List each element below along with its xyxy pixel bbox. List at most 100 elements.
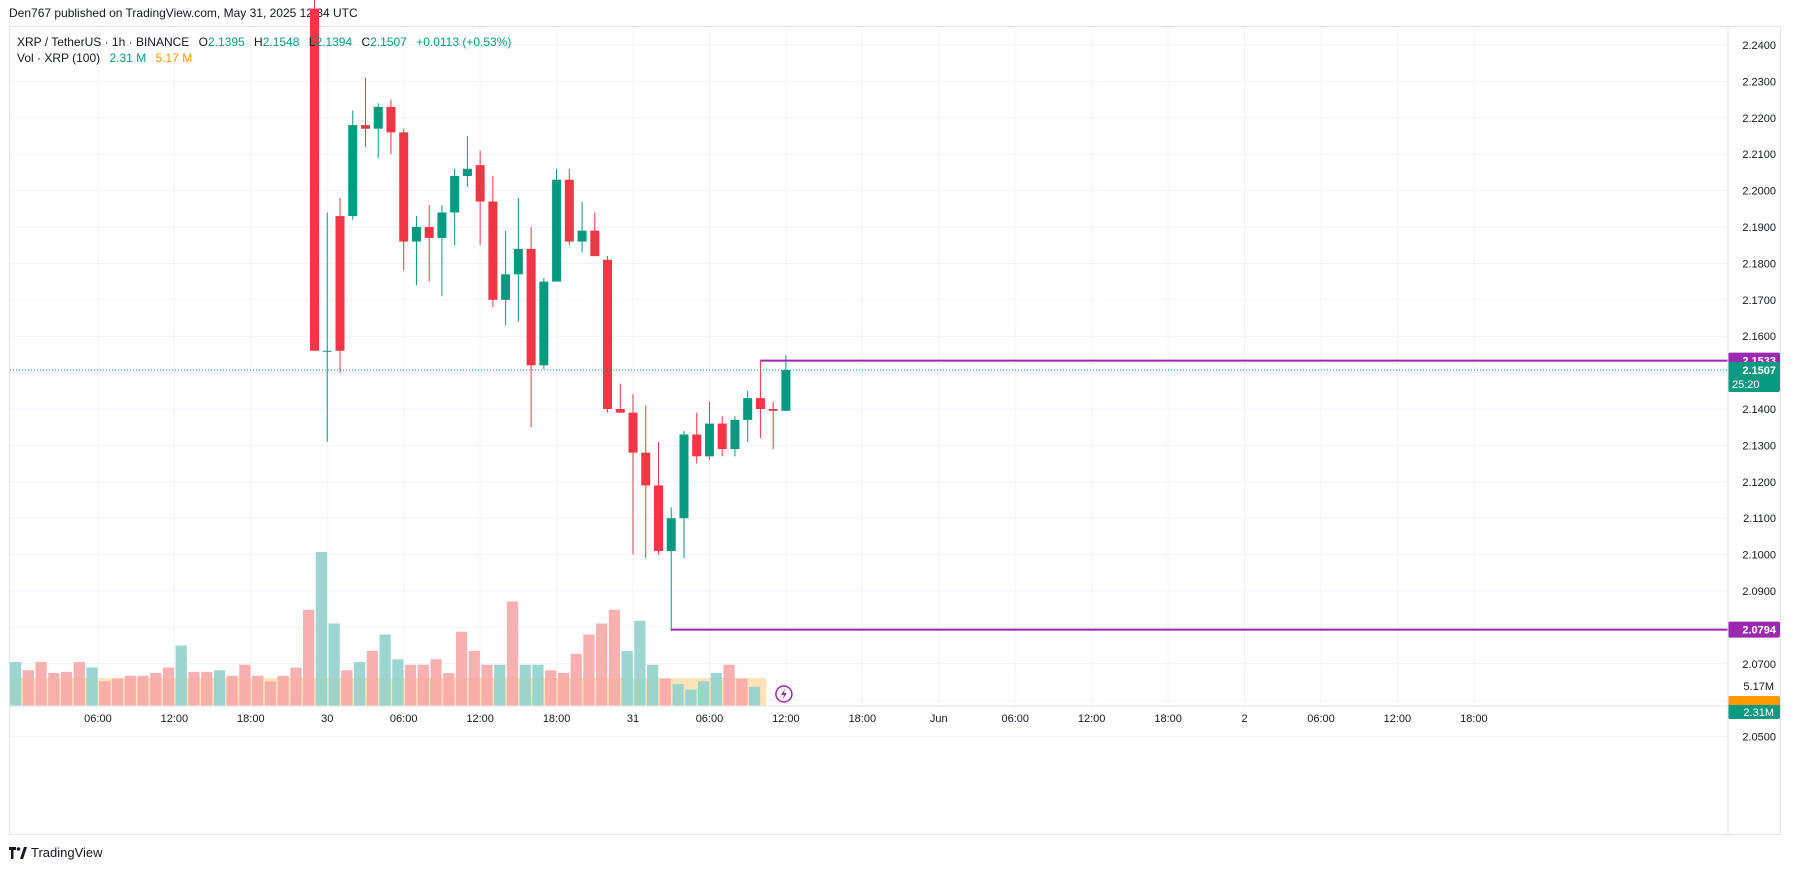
- volume-bar: [124, 675, 136, 706]
- x-tick-label: Jun: [930, 713, 948, 725]
- last-price-label: 2.1507: [1742, 365, 1776, 377]
- candle-body[interactable]: [322, 350, 332, 352]
- volume-label[interactable]: Vol · XRP (100): [17, 51, 101, 65]
- candle-body[interactable]: [437, 212, 447, 238]
- candle-body[interactable]: [411, 227, 421, 242]
- candle-body[interactable]: [475, 165, 485, 202]
- volume-bar: [506, 601, 519, 706]
- volume-bar: [35, 662, 47, 706]
- candle-body[interactable]: [399, 132, 409, 242]
- candle-body[interactable]: [768, 409, 778, 411]
- candle-body[interactable]: [590, 230, 600, 257]
- candle-body[interactable]: [310, 8, 320, 351]
- volume-bar: [659, 678, 671, 706]
- candle-body[interactable]: [577, 230, 587, 242]
- volume-bar: [557, 673, 570, 706]
- volume-badge: [1728, 705, 1780, 719]
- candle-body[interactable]: [615, 409, 625, 413]
- x-tick-label: 18:00: [543, 713, 571, 725]
- volume-bar: [519, 664, 531, 706]
- high-label: H: [254, 35, 263, 49]
- y-tick-label: 2.2300: [1742, 76, 1776, 88]
- candle-body[interactable]: [552, 179, 562, 282]
- volume-bar: [685, 689, 697, 706]
- volume-bar: [290, 667, 302, 706]
- y-tick-label: 2.2200: [1742, 113, 1776, 125]
- candle-body[interactable]: [781, 370, 791, 411]
- candle-body[interactable]: [564, 179, 574, 242]
- candle-body[interactable]: [704, 423, 714, 457]
- volume-bar: [379, 634, 391, 706]
- x-tick-label: 06:00: [390, 713, 418, 725]
- candle-body[interactable]: [373, 106, 383, 129]
- level-price-label: 2.0794: [1742, 625, 1777, 637]
- x-tick-label: 12:00: [466, 713, 494, 725]
- tradingview-brand: TradingView: [31, 845, 103, 860]
- volume-bar: [213, 670, 226, 706]
- candle-body[interactable]: [488, 201, 498, 300]
- candle-body[interactable]: [666, 518, 676, 551]
- candle-body[interactable]: [539, 281, 549, 366]
- candle-body[interactable]: [603, 259, 613, 409]
- volume-bar: [264, 681, 277, 706]
- candle-body[interactable]: [526, 248, 536, 366]
- candle-body[interactable]: [692, 434, 702, 457]
- volume-ma-value: 5.17 M: [155, 51, 193, 65]
- candle-body[interactable]: [386, 106, 396, 133]
- candle-body[interactable]: [462, 168, 472, 177]
- y-tick-label: 2.0500: [1742, 732, 1776, 744]
- volume-bar: [570, 653, 582, 706]
- volume-bar: [353, 662, 366, 706]
- candle-body[interactable]: [717, 423, 727, 450]
- candle-body[interactable]: [679, 434, 689, 519]
- volume-bar: [315, 552, 327, 706]
- volume-bar: [404, 664, 417, 706]
- x-tick-label: 06:00: [1307, 713, 1335, 725]
- candle-body[interactable]: [348, 125, 358, 217]
- candle-body[interactable]: [360, 125, 370, 129]
- x-tick-label: 12:00: [1384, 713, 1412, 725]
- volume-bar: [99, 681, 111, 706]
- tradingview-footer[interactable]: TradingView: [9, 845, 103, 860]
- candle-body[interactable]: [450, 176, 460, 213]
- volume-bar: [162, 667, 175, 706]
- candle-body[interactable]: [335, 216, 345, 351]
- y-tick-label: 2.1400: [1742, 404, 1776, 416]
- candle-body[interactable]: [513, 248, 523, 275]
- x-tick-label: 18:00: [1154, 713, 1182, 725]
- x-tick-label: 2: [1241, 713, 1247, 725]
- level-price-badge: [1728, 621, 1780, 638]
- volume-bar: [10, 662, 22, 706]
- volume-bar: [596, 623, 608, 706]
- volume-bar: [341, 670, 353, 706]
- y-tick-label: 2.1900: [1742, 222, 1776, 234]
- volume-bar: [647, 664, 659, 706]
- volume-bar: [111, 678, 124, 706]
- candle-body[interactable]: [424, 227, 434, 238]
- volume-bar: [328, 623, 340, 706]
- candle-body[interactable]: [501, 274, 511, 300]
- x-tick-label: 06:00: [84, 713, 112, 725]
- volume-bar: [86, 667, 98, 706]
- candle-body[interactable]: [730, 419, 740, 450]
- volume-bar: [736, 678, 748, 706]
- volume-legend: Vol · XRP (100) 2.31 M 5.17 M: [17, 51, 192, 65]
- candle-body[interactable]: [755, 398, 765, 409]
- volume-bar: [175, 645, 187, 706]
- volume-bar: [443, 673, 455, 706]
- low-label: L: [308, 35, 316, 49]
- open-value: 2.1395: [207, 35, 245, 49]
- symbol-label[interactable]: XRP / TetherUS · 1h · BINANCE: [17, 35, 190, 49]
- candle-body[interactable]: [743, 398, 753, 420]
- candle-body[interactable]: [641, 452, 651, 486]
- x-tick-label: 18:00: [1460, 713, 1488, 725]
- close-label: C: [361, 35, 371, 49]
- volume-value: 2.31 M: [109, 51, 147, 65]
- x-tick-label: 30: [321, 713, 333, 725]
- volume-bar: [201, 671, 213, 706]
- candle-body[interactable]: [628, 412, 638, 453]
- candle-body[interactable]: [654, 485, 663, 551]
- volume-bar: [417, 664, 429, 706]
- x-tick-label: 12:00: [772, 713, 800, 725]
